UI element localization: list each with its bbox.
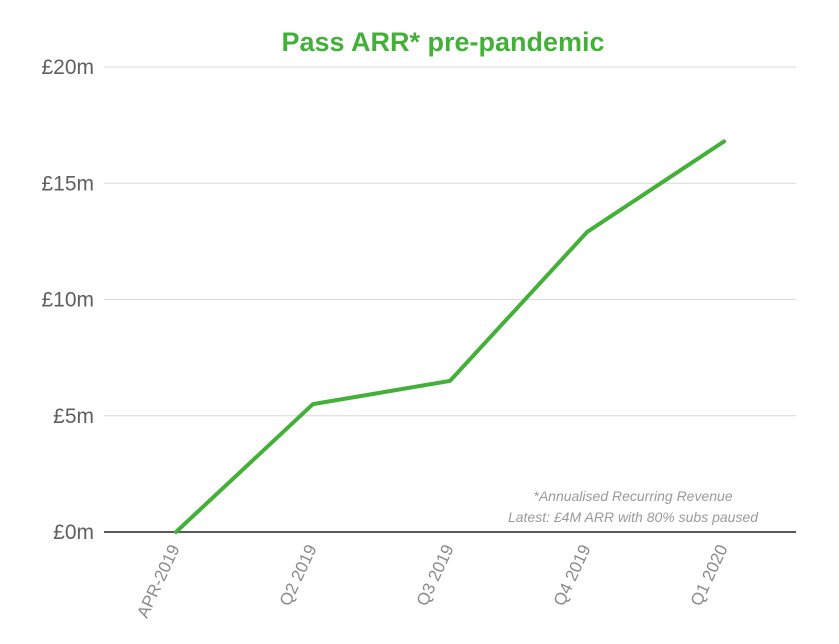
series-line [174,139,726,534]
y-axis-ticks: £0m £5m £10m £15m £20m [41,56,94,544]
x-axis-ticks: APR-2019 Q2 2019 Q3 2019 Q4 2019 Q1 2020 [133,542,731,621]
annotation-line-1: *Annualised Recurring Revenue [533,488,732,504]
y-tick-label: £0m [53,521,94,544]
data-point [586,231,588,233]
data-point [312,403,314,405]
data-point [449,380,451,382]
data-point [175,531,177,533]
y-tick-label: £10m [41,289,94,312]
y-tick-label: £5m [53,405,94,428]
x-tick-label: Q4 2019 [550,542,595,609]
annotation-line-2: Latest: £4M ARR with 80% subs paused [508,509,759,525]
x-tick-label: Q2 2019 [276,542,321,609]
y-tick-label: £20m [41,56,94,79]
x-tick-label: Q1 2020 [687,542,732,609]
gridlines [104,66,796,417]
x-tick-label: Q3 2019 [413,542,458,609]
series-layer [174,139,726,534]
x-tick-label: APR-2019 [133,542,183,621]
chart-title: Pass ARR* pre-pandemic [281,27,604,57]
data-point [723,140,725,142]
y-tick-label: £15m [41,172,94,195]
